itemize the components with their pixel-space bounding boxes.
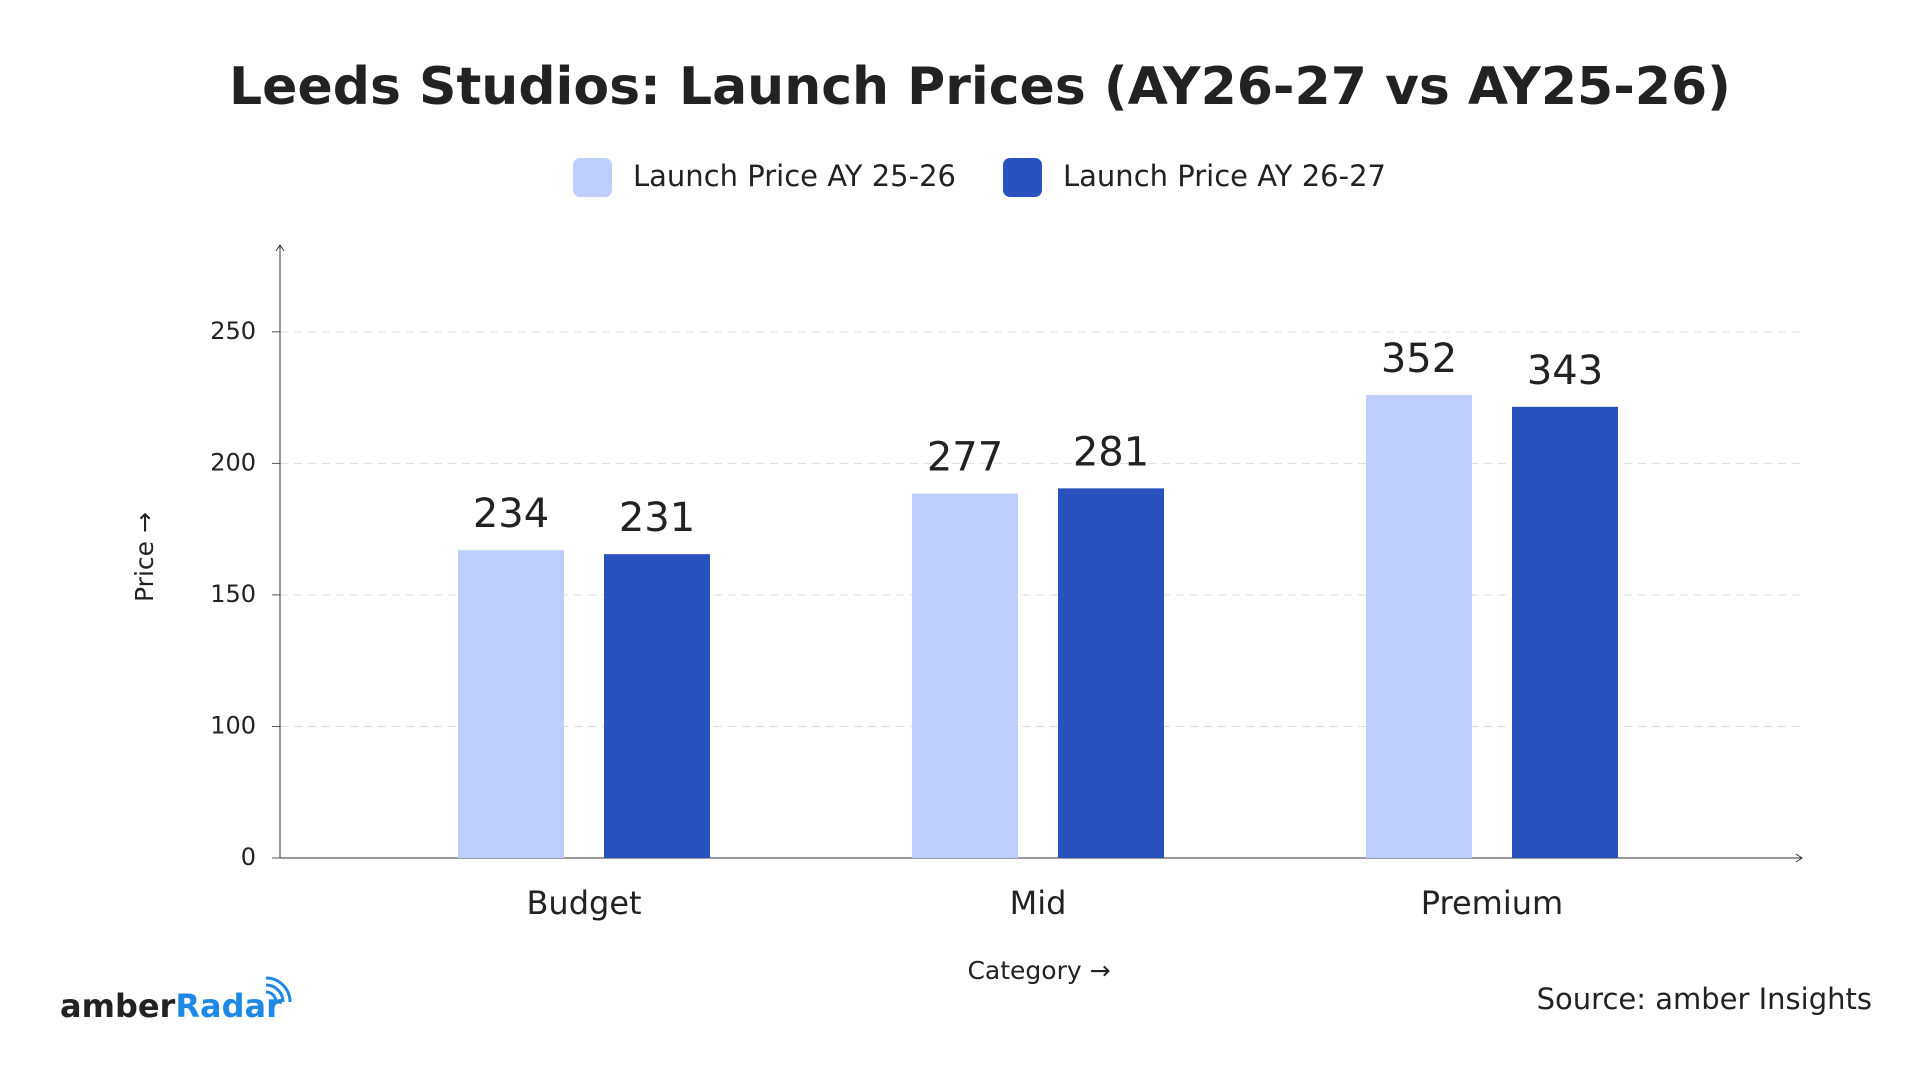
logo-part: Radar [175,987,282,1025]
bar [458,550,564,858]
y-axis-title: Price → [130,512,159,602]
data-label: 277 [927,435,1003,481]
bar [912,493,1018,858]
data-label: 281 [1073,429,1149,475]
y-tick-label: 100 [210,711,256,739]
x-axis-title: Category → [967,956,1110,985]
x-tick-label: Budget [526,884,641,922]
data-label: 234 [473,491,549,537]
y-tick-label: 250 [210,317,256,345]
logo-part: amber [60,987,176,1025]
bar [604,554,710,858]
bar [1366,394,1472,858]
legend-swatch [1003,158,1042,197]
y-tick-label: 150 [210,580,256,608]
x-axis-arrow [1795,853,1803,863]
chart-title: Leeds Studios: Launch Prices (AY26-27 vs… [229,57,1731,117]
data-label: 352 [1381,336,1457,382]
x-tick-label: Premium [1421,884,1563,922]
source: Source: amber Insights [1537,982,1872,1016]
data-label: 343 [1527,348,1603,394]
legend-label: Launch Price AY 25-26 [633,159,956,193]
logo-icon [265,976,292,1003]
y-tick-label: 200 [210,448,256,476]
bar [1512,406,1618,858]
y-tick-label: 0 [241,843,256,871]
bar [1058,488,1164,858]
logo: amberRadar [60,976,292,1025]
legend-swatch [573,158,612,197]
data-label: 231 [619,495,695,541]
y-axis-arrow [275,244,285,252]
legend-label: Launch Price AY 26-27 [1063,159,1386,193]
x-tick-label: Mid [1010,884,1067,922]
logo-text: amberRadar [60,987,282,1025]
